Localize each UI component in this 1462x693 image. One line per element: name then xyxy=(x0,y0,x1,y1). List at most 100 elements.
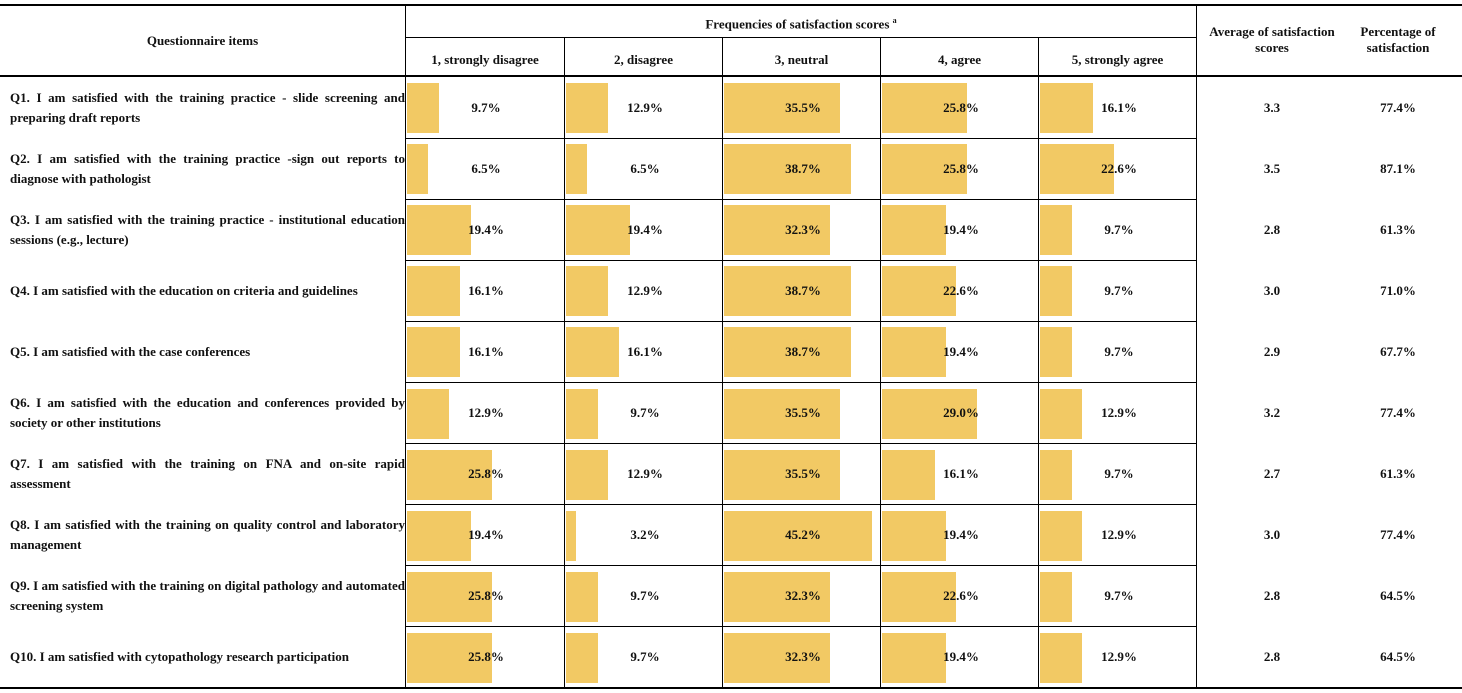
question-text: Q7. I am satisfied with the training on … xyxy=(10,456,405,492)
header-frequencies: Frequencies of satisfaction scores a xyxy=(406,13,1196,32)
frequency-label: 19.4% xyxy=(468,527,504,543)
frequency-label: 25.8% xyxy=(468,649,504,665)
header-score-2: 2, disagree xyxy=(614,52,673,67)
average-score: 3.2 xyxy=(1263,405,1281,421)
satisfaction-percentage: 87.1% xyxy=(1380,160,1416,176)
question-text: Q8. I am satisfied with the training on … xyxy=(10,517,405,553)
col-divider xyxy=(405,4,406,689)
frequency-bar xyxy=(724,327,851,378)
header-rule xyxy=(0,75,1462,77)
frequency-label: 32.3% xyxy=(785,221,821,237)
frequency-label: 9.7% xyxy=(471,99,501,115)
frequency-bar xyxy=(882,327,946,378)
frequency-label: 19.4% xyxy=(943,649,979,665)
frequency-bar xyxy=(882,83,967,134)
col-divider xyxy=(1038,37,1039,689)
frequency-bar xyxy=(407,571,492,622)
satisfaction-percentage: 77.4% xyxy=(1380,527,1416,543)
frequency-label: 45.2% xyxy=(785,527,821,543)
frequency-bar xyxy=(724,266,851,317)
col-divider xyxy=(722,37,723,689)
header-average: Average of satisfaction scores xyxy=(1209,24,1335,55)
frequency-label: 35.5% xyxy=(785,466,821,482)
frequency-label: 19.4% xyxy=(943,221,979,237)
average-score: 2.9 xyxy=(1263,343,1281,359)
frequency-label: 38.7% xyxy=(785,282,821,298)
frequency-bar xyxy=(882,632,946,683)
frequency-label: 38.7% xyxy=(785,160,821,176)
frequency-bar xyxy=(724,144,851,195)
frequency-label: 35.5% xyxy=(785,405,821,421)
frequency-label: 25.8% xyxy=(943,99,979,115)
question-text: Q6. I am satisfied with the education an… xyxy=(10,395,405,431)
row-divider xyxy=(406,565,1196,567)
col-divider xyxy=(1196,4,1197,689)
frequency-bar xyxy=(407,144,429,195)
row-divider xyxy=(406,626,1196,628)
frequency-bar xyxy=(882,388,978,439)
frequency-bar xyxy=(882,205,946,256)
frequency-label: 22.6% xyxy=(943,588,979,604)
frequency-bar xyxy=(724,205,830,256)
frequency-label: 29.0% xyxy=(943,405,979,421)
frequency-bar xyxy=(566,388,598,439)
frequency-label: 9.7% xyxy=(1104,221,1134,237)
frequency-label: 16.1% xyxy=(627,343,663,359)
average-score: 2.7 xyxy=(1263,466,1281,482)
frequency-label: 9.7% xyxy=(1104,466,1134,482)
frequencies-title: Frequencies of satisfaction scores xyxy=(705,16,890,32)
satisfaction-percentage: 64.5% xyxy=(1380,649,1416,665)
average-score: 3.5 xyxy=(1263,160,1281,176)
question-text: Q2. I am satisfied with the training pra… xyxy=(10,150,405,186)
header-score-1: 1, strongly disagree xyxy=(431,52,539,67)
frequency-label: 9.7% xyxy=(630,649,660,665)
frequency-label: 12.9% xyxy=(627,466,663,482)
row-divider xyxy=(406,198,1196,200)
frequency-bar xyxy=(407,449,492,500)
question-text: Q4. I am satisfied with the education on… xyxy=(10,282,358,298)
frequencies-footnote-mark: a xyxy=(892,16,897,25)
average-score: 3.0 xyxy=(1263,527,1281,543)
frequency-label: 9.7% xyxy=(630,588,660,604)
frequency-bar xyxy=(566,266,609,317)
frequency-bar xyxy=(1040,449,1072,500)
question-text: Q5. I am satisfied with the case confere… xyxy=(10,343,251,359)
frequency-label: 9.7% xyxy=(1104,343,1134,359)
col-divider xyxy=(564,37,565,689)
row-divider xyxy=(406,320,1196,322)
frequency-bar xyxy=(724,449,841,500)
frequency-bar xyxy=(1040,205,1072,256)
frequency-label: 3.2% xyxy=(630,527,660,543)
frequency-label: 9.7% xyxy=(1104,588,1134,604)
average-score: 2.8 xyxy=(1263,588,1281,604)
frequency-label: 22.6% xyxy=(943,282,979,298)
frequency-bar xyxy=(407,510,471,561)
row-divider xyxy=(406,382,1196,383)
question-text: Q10. I am satisfied with cytopathology r… xyxy=(10,649,349,665)
frequency-bar xyxy=(724,388,841,439)
frequency-bar xyxy=(407,327,460,378)
frequency-bar xyxy=(1040,388,1083,439)
frequency-bar xyxy=(566,510,577,561)
frequency-label: 12.9% xyxy=(468,405,504,421)
frequency-bar xyxy=(1040,266,1072,317)
average-score: 2.8 xyxy=(1263,649,1281,665)
frequency-label: 19.4% xyxy=(468,221,504,237)
frequencies-underline xyxy=(406,37,1196,38)
frequency-bar xyxy=(1040,144,1115,195)
frequency-label: 32.3% xyxy=(785,588,821,604)
satisfaction-percentage: 64.5% xyxy=(1380,588,1416,604)
frequency-label: 12.9% xyxy=(627,99,663,115)
frequency-label: 19.4% xyxy=(627,221,663,237)
frequency-bar xyxy=(407,632,492,683)
frequency-label: 19.4% xyxy=(943,343,979,359)
frequency-bar xyxy=(724,83,841,134)
frequency-label: 25.8% xyxy=(468,466,504,482)
frequency-bar xyxy=(1040,327,1072,378)
satisfaction-percentage: 71.0% xyxy=(1380,282,1416,298)
frequency-label: 25.8% xyxy=(468,588,504,604)
frequency-bar xyxy=(724,571,830,622)
frequency-bar xyxy=(882,449,935,500)
frequency-label: 12.9% xyxy=(1101,405,1137,421)
frequency-label: 16.1% xyxy=(1101,99,1137,115)
